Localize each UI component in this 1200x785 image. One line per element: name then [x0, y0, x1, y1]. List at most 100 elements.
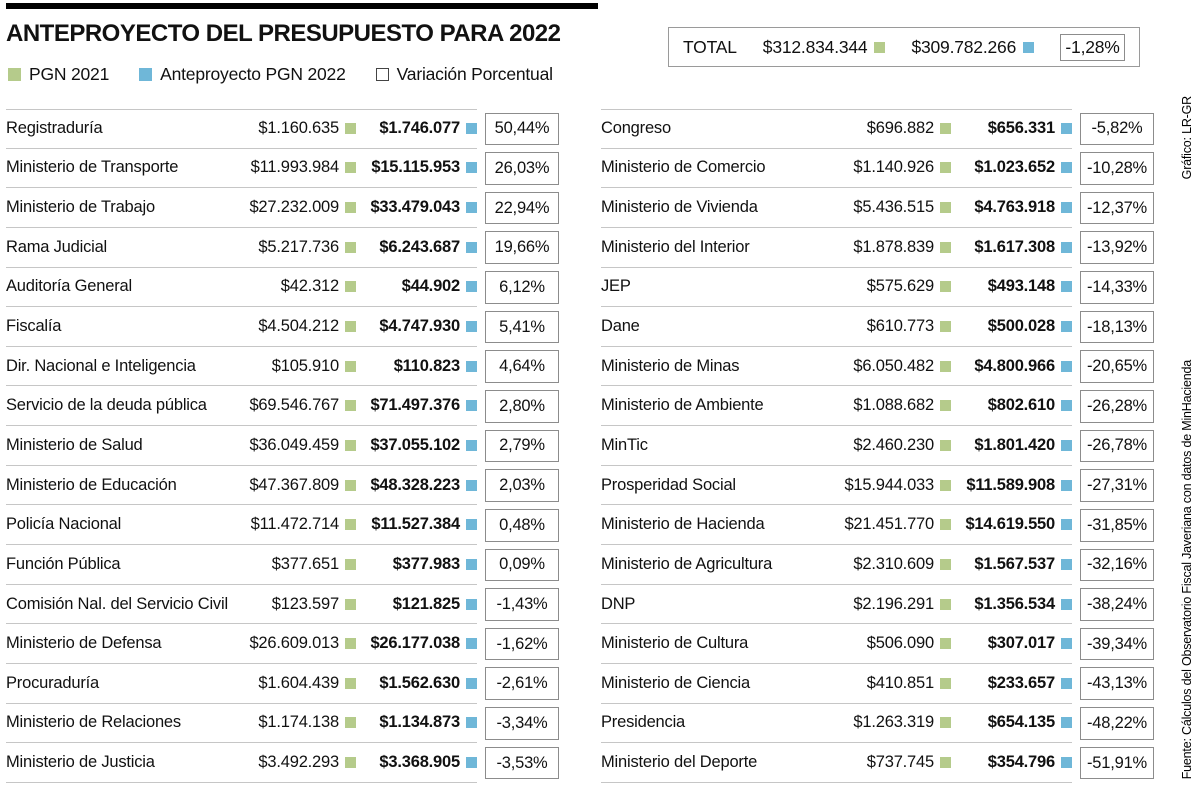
row-main: Ministerio de Hacienda $21.451.770 $14.619…: [601, 505, 1072, 546]
variation-box: -48,22%: [1080, 707, 1154, 740]
variacion-swatch: [375, 68, 389, 81]
table-row: Policía Nacional $11.472.714 $11.527.384 0,…: [6, 505, 559, 546]
pgn2022-swatch: [1061, 400, 1072, 412]
pgn2022-swatch: [466, 123, 477, 135]
pgn2021-swatch: [345, 558, 356, 570]
row-main: Procuraduría $1.604.439 $1.562.630: [6, 664, 477, 704]
total-pgn2022-group: $309.782.266: [911, 37, 1035, 58]
entity-label: Rama Judicial: [6, 237, 108, 256]
table-row: DNP $2.196.291 $1.356.534 -38,24%: [601, 585, 1154, 625]
table-row: Dir. Nacional e Inteligencia $105.910 $110…: [6, 347, 559, 387]
table-row: Ministerio de Defensa $26.609.013 $26.177.…: [6, 624, 559, 664]
pgn-2021-value: $2.310.609: [853, 554, 934, 573]
pgn-2021-value: $123.597: [271, 594, 339, 613]
pgn2022-swatch: [1023, 41, 1035, 53]
pgn-2022-value: $1.134.873: [379, 713, 460, 732]
entity-label: Auditoría General: [6, 277, 132, 296]
variation-box: -39,34%: [1080, 627, 1154, 661]
entity-label: Ministerio de Justicia: [6, 753, 155, 772]
pgn-2022-value: $1.356.534: [974, 594, 1055, 613]
pgn-2022-value: $354.796: [987, 753, 1055, 772]
pgn-2022-value: $110.823: [393, 356, 461, 375]
legend-item-pgn2021: PGN 2021: [8, 64, 109, 85]
entity-label: Congreso: [601, 119, 671, 138]
page-title: ANTEPROYECTO DEL PRESUPUESTO PARA 2022: [6, 20, 561, 47]
pgn2022-swatch: [1061, 162, 1072, 174]
pgn-2022-value: $15.115.953: [371, 158, 460, 177]
pgn2022-swatch: [466, 677, 477, 689]
pgn2021-swatch: [345, 162, 356, 174]
table-row: Ministerio de Vivienda $5.436.515 $4.763.9…: [601, 188, 1154, 228]
row-main: JEP $575.629 $493.148: [601, 268, 1072, 308]
row-main: Función Pública $377.651 $377.983: [6, 545, 477, 585]
row-main: Ministerio de Relaciones $1.174.138 $1.134…: [6, 704, 477, 744]
entity-label: DNP: [601, 594, 636, 613]
table-row: Función Pública $377.651 $377.983 0,09%: [6, 545, 559, 585]
pgn-2021-value: $21.451.770: [844, 515, 934, 534]
pgn2021-swatch: [940, 281, 951, 293]
entity-label: Registraduría: [6, 119, 103, 138]
entity-label: Comisión Nal. del Servicio Civil: [6, 594, 228, 613]
row-main: Registraduría $1.160.635 $1.746.077: [6, 109, 477, 149]
pgn2022-swatch: [466, 479, 477, 491]
pgn2022-swatch: [139, 68, 153, 81]
table-row: Ministerio del Deporte $737.745 $354.796 -5…: [601, 743, 1154, 783]
variation-box: -3,53%: [485, 746, 559, 780]
row-main: Ministerio de Ciencia $410.851 $233.657: [601, 664, 1072, 704]
entity-label: Ministerio de Cultura: [601, 634, 749, 653]
pgn2022-swatch: [1061, 558, 1072, 570]
variation-box: -31,85%: [1080, 508, 1154, 542]
legend-label-pgn2021: PGN 2021: [29, 64, 110, 84]
entity-label: Ministerio de Defensa: [6, 634, 162, 653]
variation-box: 50,44%: [485, 112, 559, 146]
pgn2022-swatch: [1061, 241, 1072, 253]
table-row: Ministerio de Cultura $506.090 $307.017 -39…: [601, 624, 1154, 664]
table-row: Comisión Nal. del Servicio Civil $123.597…: [6, 585, 559, 625]
pgn2021-swatch: [345, 400, 356, 412]
entity-label: Ministerio de Relaciones: [6, 713, 181, 732]
table-row: Presidencia $1.263.319 $654.135 -48,22%: [601, 704, 1154, 744]
variation-box: -51,91%: [1080, 746, 1154, 780]
pgn-2021-value: $69.546.767: [249, 396, 339, 415]
variation-box: -13,92%: [1080, 231, 1154, 265]
row-main: Ministerio de Minas $6.050.482 $4.800.966: [601, 347, 1072, 387]
variation-box: -26,28%: [1080, 389, 1154, 423]
pgn2022-swatch: [1061, 360, 1072, 372]
pgn-2021-value: $610.773: [866, 317, 934, 336]
pgn-2021-value: $47.367.809: [249, 475, 339, 494]
pgn2022-swatch: [1061, 519, 1072, 531]
row-main: Rama Judicial $5.217.736 $6.243.687: [6, 228, 477, 268]
pgn2022-swatch: [466, 281, 477, 293]
pgn2021-swatch: [345, 638, 356, 650]
table-row: Rama Judicial $5.217.736 $6.243.687 19,66%: [6, 228, 559, 268]
pgn-2021-value: $506.090: [866, 634, 934, 653]
pgn2021-swatch: [345, 598, 356, 610]
pgn2021-swatch: [940, 123, 951, 135]
pgn2021-swatch: [345, 757, 356, 769]
table-row: Ministerio del Interior $1.878.839 $1.617.…: [601, 228, 1154, 268]
row-main: Ministerio de Defensa $26.609.013 $26.177.…: [6, 624, 477, 664]
budget-tables: Registraduría $1.160.635 $1.746.077 50,44% M…: [6, 109, 1154, 783]
variation-box: 2,79%: [485, 429, 559, 463]
pgn-2022-value: $4.800.966: [974, 356, 1055, 375]
table-row: Ministerio de Trabajo $27.232.009 $33.479.…: [6, 188, 559, 228]
entity-label: Fiscalía: [6, 317, 62, 336]
total-label: TOTAL: [683, 36, 737, 57]
pgn2022-swatch: [466, 558, 477, 570]
table-row: Congreso $696.882 $656.331 -5,82%: [601, 109, 1154, 149]
pgn2021-swatch: [874, 41, 886, 53]
table-row: Ministerio de Minas $6.050.482 $4.800.966 -…: [601, 347, 1154, 387]
pgn2021-swatch: [345, 717, 356, 729]
pgn-2021-value: $2.196.291: [853, 594, 934, 613]
row-main: Congreso $696.882 $656.331: [601, 109, 1072, 149]
row-main: Ministerio del Interior $1.878.839 $1.617.…: [601, 228, 1072, 268]
row-main: Dane $610.773 $500.028: [601, 307, 1072, 347]
pgn-2021-value: $42.312: [280, 277, 339, 296]
variation-box: -1,62%: [485, 627, 559, 661]
pgn2021-swatch: [345, 519, 356, 531]
pgn2021-swatch: [345, 321, 356, 333]
pgn-2021-value: $5.217.736: [258, 237, 339, 256]
entity-label: Prosperidad Social: [601, 475, 736, 494]
pgn-2022-value: $14.619.550: [965, 515, 1055, 534]
pgn-2021-value: $15.944.033: [844, 475, 934, 494]
